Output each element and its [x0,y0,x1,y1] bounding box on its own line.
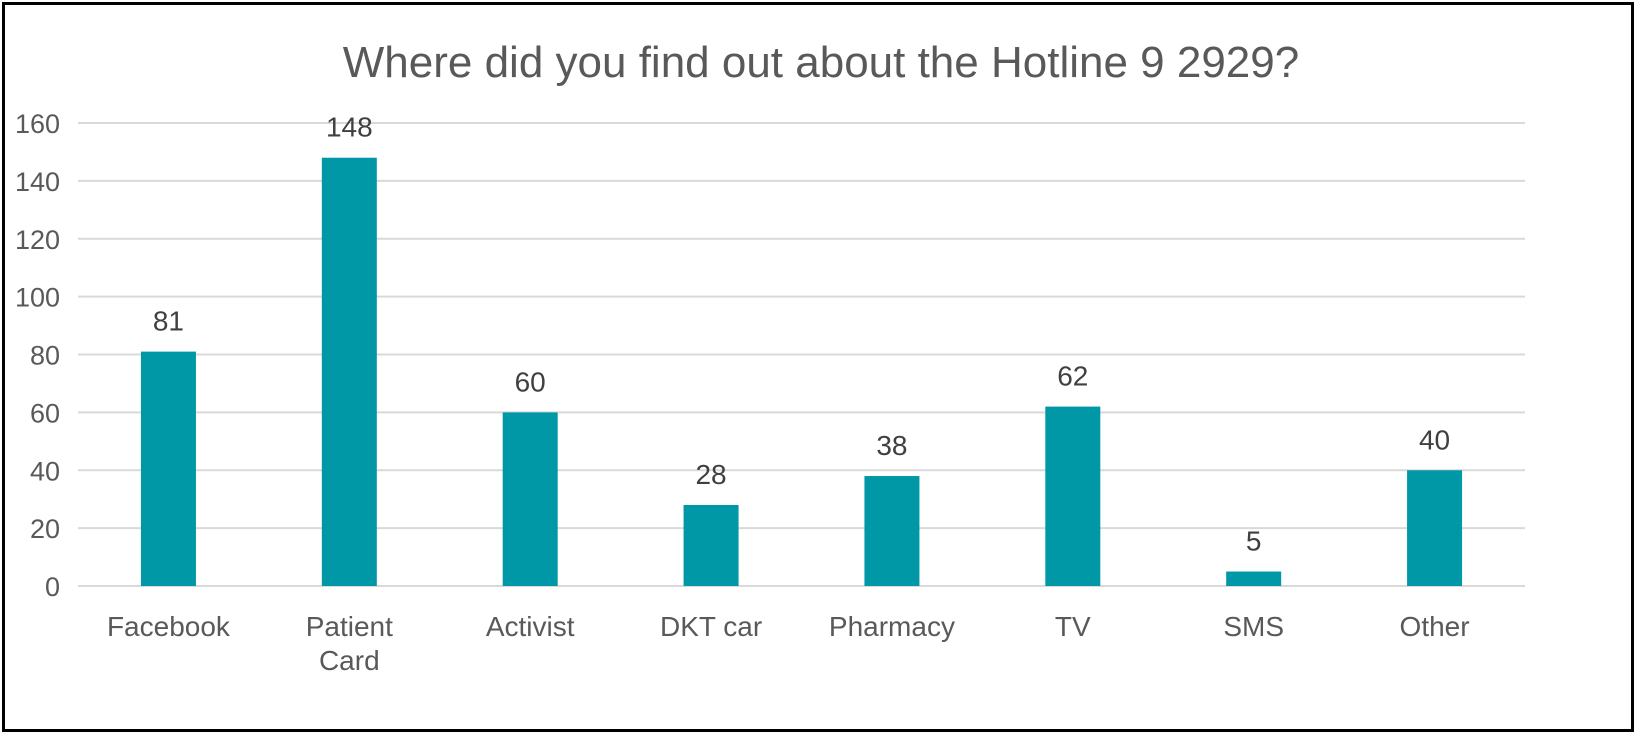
x-category-label: SMS [1223,611,1284,642]
bar [502,412,558,586]
bar-chart: Where did you find out about the Hotline… [15,38,1525,676]
y-tick-label: 0 [45,572,60,602]
x-category-label: DKT car [660,611,762,642]
data-label: 5 [1246,526,1262,557]
data-label: 28 [695,459,726,490]
data-labels: 81 148 60 28 38 62 5 40 [153,112,1450,557]
bar [321,157,377,586]
x-category-label: Activist [486,611,575,642]
x-category-label: Pharmacy [829,611,955,642]
x-category-label: Other [1400,611,1470,642]
y-tick-label: 120 [15,225,60,255]
x-category-label: TV [1055,611,1091,642]
bar [1407,470,1463,586]
bar [140,351,196,586]
data-label: 40 [1419,424,1450,455]
y-axis-ticks: 0 20 40 60 80 100 120 140 160 [15,109,60,602]
y-tick-label: 20 [30,514,60,544]
data-label: 148 [326,112,373,143]
bars [140,157,1463,586]
y-tick-label: 100 [15,283,60,313]
bar [683,504,739,586]
data-label: 81 [153,306,184,337]
y-tick-label: 80 [30,341,60,371]
gridlines [78,122,1525,587]
y-tick-label: 160 [15,109,60,139]
y-tick-label: 140 [15,167,60,197]
y-tick-label: 60 [30,398,60,428]
x-category-label: Patient [306,611,393,642]
data-label: 38 [876,430,907,461]
bar [1226,571,1282,586]
bar [864,476,920,586]
data-label: 62 [1057,361,1088,392]
bar [1045,406,1101,586]
chart-title: Where did you find out about the Hotline… [343,38,1299,87]
y-tick-label: 40 [30,456,60,486]
data-label: 60 [515,366,546,397]
x-category-label: Facebook [107,611,231,642]
x-category-label: Card [319,645,380,676]
